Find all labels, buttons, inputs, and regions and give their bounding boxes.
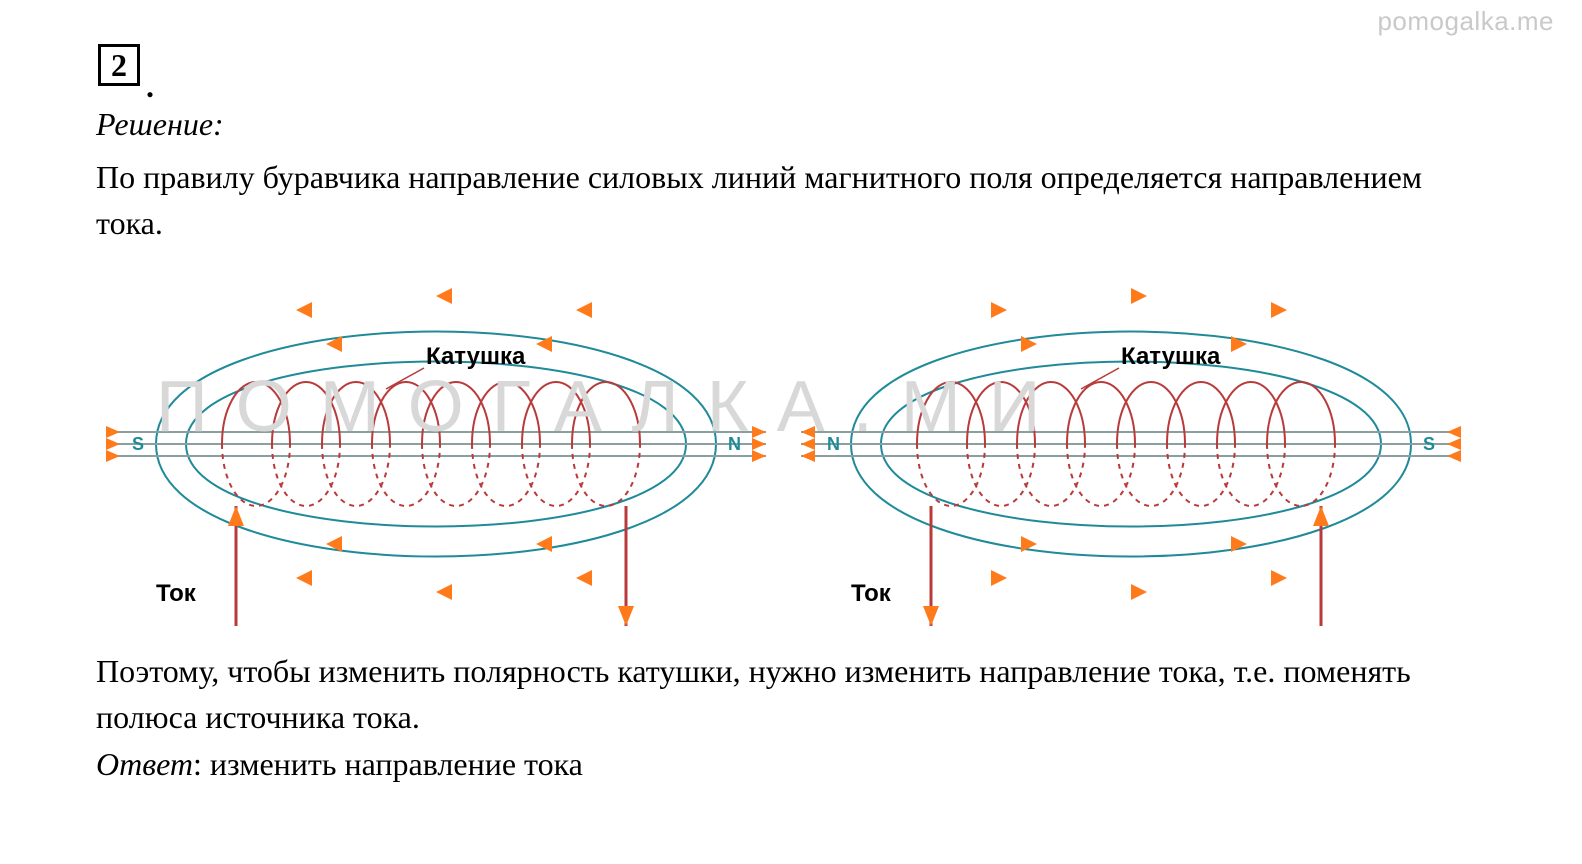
solenoid-diagram-svg: Катушка Ток S N	[96, 254, 1486, 634]
field-arrow-icon	[576, 570, 592, 586]
pole-label-left: S	[132, 434, 144, 454]
field-arrow-icon	[1131, 288, 1147, 304]
field-arrow-icon	[436, 288, 452, 304]
solution-label: Решение:	[96, 106, 224, 143]
answer-label: Ответ	[96, 746, 193, 782]
current-arrow-up-icon	[228, 506, 244, 526]
problem-number-period: .	[146, 68, 154, 105]
field-arrow-icon	[1131, 584, 1147, 600]
axis-arrow-icon	[106, 438, 120, 450]
field-arrow-icon	[991, 302, 1007, 318]
current-arrow-down-icon	[618, 606, 634, 626]
axis-arrow-icon	[1447, 426, 1461, 438]
diagram-left: Катушка Ток S N	[106, 288, 766, 626]
paragraph-rule: По правилу буравчика направление силовых…	[96, 154, 1486, 247]
current-label: Ток	[851, 580, 892, 607]
axis-arrow-icon	[801, 438, 815, 450]
pole-label-right: N	[728, 434, 741, 454]
axis-arrow-icon	[752, 438, 766, 450]
current-label: Ток	[156, 580, 197, 607]
pole-label-left: N	[827, 434, 840, 454]
answer-text: : изменить направление тока	[193, 746, 583, 782]
field-arrow-icon	[1271, 570, 1287, 586]
axis-arrow-icon	[1447, 438, 1461, 450]
field-arrow-icon	[296, 570, 312, 586]
axis-arrow-icon	[752, 450, 766, 462]
problem-number-box: 2	[98, 44, 140, 86]
axis-arrow-icon	[1447, 450, 1461, 462]
diagram-container: ПОМОГАЛКА.МИ	[96, 254, 1486, 634]
field-arrow-icon	[436, 584, 452, 600]
paragraph-conclusion: Поэтому, чтобы изменить полярность катуш…	[96, 648, 1486, 741]
coil-label: Катушка	[1121, 343, 1221, 370]
answer-line: Ответ: изменить направление тока	[96, 746, 1486, 783]
axis-arrow-icon	[752, 426, 766, 438]
diagram-right: Катушка Ток N S	[801, 288, 1461, 626]
axis-arrow-icon	[106, 426, 120, 438]
page-root: pomogalka.me 2 . Решение: По правилу бур…	[0, 0, 1582, 864]
pole-label-right: S	[1423, 434, 1435, 454]
field-arrow-icon	[296, 302, 312, 318]
field-arrow-icon	[1271, 302, 1287, 318]
current-arrow-up-icon	[1313, 506, 1329, 526]
axis-arrow-icon	[106, 450, 120, 462]
axis-arrow-icon	[801, 450, 815, 462]
field-arrow-icon	[576, 302, 592, 318]
field-arrow-icon	[991, 570, 1007, 586]
field-line	[851, 444, 1411, 557]
watermark-top: pomogalka.me	[1377, 6, 1554, 37]
axis-arrow-icon	[801, 426, 815, 438]
current-arrow-down-icon	[923, 606, 939, 626]
coil-label: Катушка	[426, 343, 526, 370]
field-line	[156, 444, 716, 557]
